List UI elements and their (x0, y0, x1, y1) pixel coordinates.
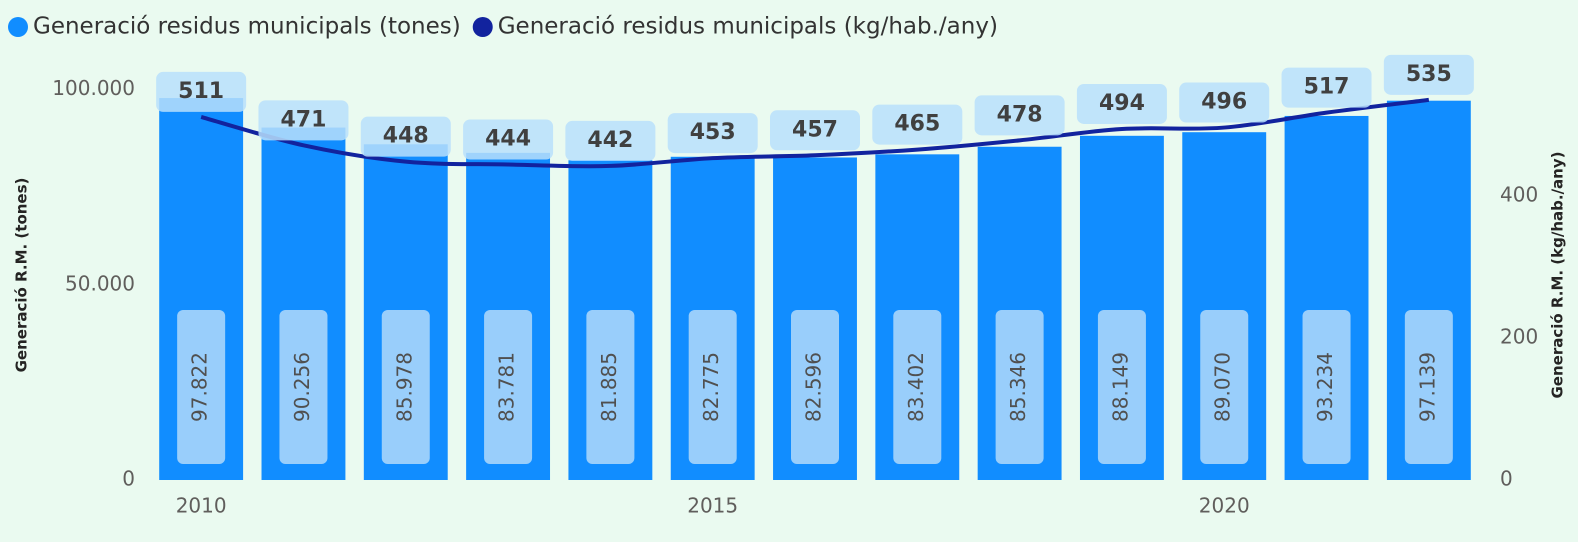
line-value-label: 457 (792, 117, 838, 142)
bar-label-box (1097, 310, 1146, 464)
x-tick-label: 2020 (1199, 494, 1250, 518)
line-label-box (667, 113, 758, 154)
line-label-box (1179, 82, 1270, 123)
bar-label-box (791, 310, 839, 464)
line-label-box (872, 104, 963, 145)
legend-label: Generació residus municipals (kg/hab./an… (498, 14, 998, 40)
line-label-box (974, 95, 1065, 136)
line-value-label: 511 (178, 79, 224, 104)
bar-value-label: 83.781 (495, 352, 519, 422)
line-value-label: 517 (1304, 75, 1350, 100)
y2-tick-label: 400 (1500, 182, 1538, 206)
bar-value-label: 85.346 (1006, 352, 1030, 422)
line-label-box (1281, 67, 1372, 108)
bar-label-box (177, 310, 226, 464)
bar-label-box (1200, 310, 1249, 464)
line-label-box (1076, 83, 1167, 124)
line-label-box (360, 116, 451, 157)
line (200, 97, 1430, 169)
line-label-box (1383, 54, 1474, 95)
line-value-label: 448 (383, 124, 429, 149)
bar-label-box (586, 310, 635, 464)
bar-value-label: 97.822 (188, 352, 212, 422)
bar-value-label: 83.402 (904, 352, 928, 422)
line-value-label: 442 (587, 128, 633, 153)
bar-value-label: 89.070 (1211, 352, 1235, 422)
line-value-label: 444 (485, 127, 531, 152)
bar-label-box (995, 310, 1044, 464)
bar-label-box (688, 310, 737, 464)
legend-marker (8, 17, 28, 37)
y-tick-label: 50.000 (65, 271, 135, 295)
bar-value-label: 93.234 (1313, 352, 1337, 422)
bar-label-box (1404, 310, 1453, 464)
bar-value-label: 85.978 (392, 352, 416, 422)
y-tick-label: 100.000 (52, 76, 135, 100)
y2-tick-label: 200 (1500, 324, 1538, 348)
line-label-box (156, 71, 247, 112)
line-value-label: 535 (1406, 62, 1452, 87)
bar-label-box (1302, 310, 1351, 464)
line-value-label: 453 (690, 120, 736, 145)
bar-value-label: 97.139 (1415, 352, 1439, 422)
bar-value-label: 90.256 (290, 352, 314, 422)
x-tick-label: 2015 (687, 494, 738, 518)
line-value-label: 478 (997, 102, 1043, 127)
y-tick-label: 0 (122, 467, 135, 491)
line-label-box (565, 120, 656, 161)
bar-value-label: 82.775 (699, 352, 723, 422)
line-value-label: 465 (894, 112, 940, 137)
line-value-label: 496 (1201, 90, 1247, 115)
bar-value-label: 82.596 (802, 352, 826, 422)
line-value-label: 471 (280, 107, 326, 132)
line-label-box (770, 110, 860, 151)
bar-value-label: 81.885 (597, 352, 621, 422)
bar-label-box (484, 310, 533, 464)
y2-tick-label: 0 (1500, 467, 1513, 491)
bar-label-box (279, 310, 328, 464)
line-label-box (463, 119, 554, 160)
y-axis-title: Generació R.M. (tones) (13, 178, 31, 373)
line-label-box (258, 100, 349, 141)
legend-marker (472, 17, 493, 37)
bar-label-box (893, 310, 942, 464)
line-value-label: 494 (1099, 91, 1145, 116)
x-tick-label: 2010 (176, 494, 227, 518)
bar-value-label: 88.149 (1108, 352, 1132, 422)
bar-label-box (381, 310, 430, 464)
y2-axis-title: Generació R.M. (kg/hab./any) (1549, 152, 1567, 399)
legend-label: Generació residus municipals (tones) (33, 14, 461, 40)
